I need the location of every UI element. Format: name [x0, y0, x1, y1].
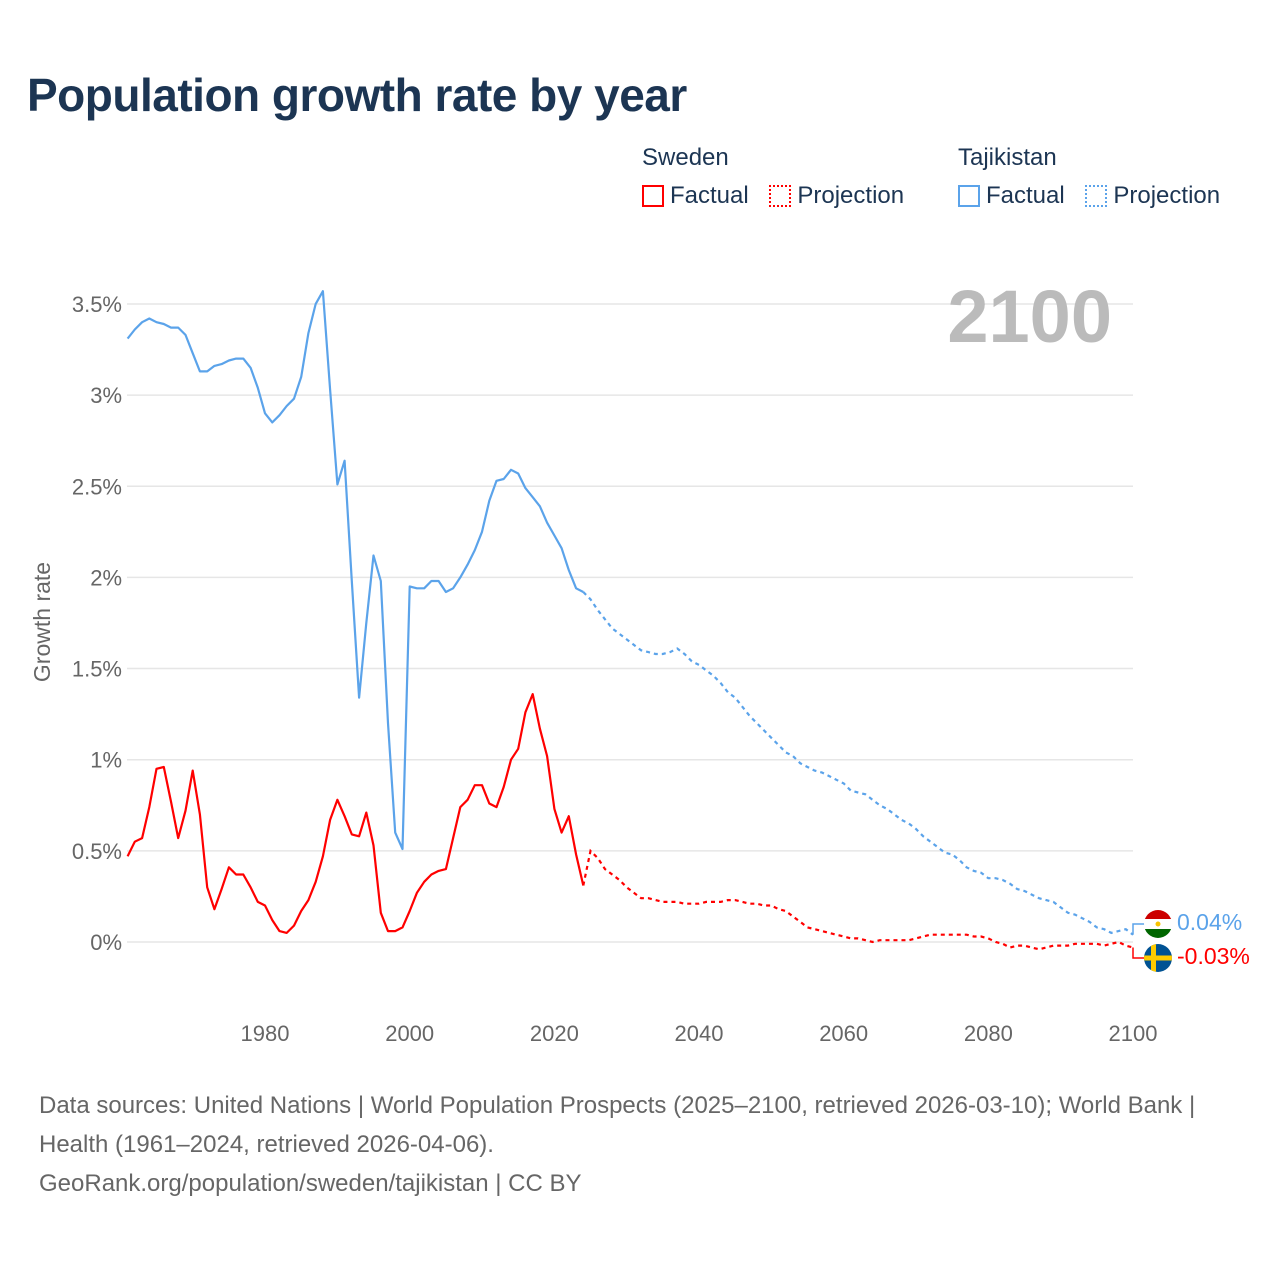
y-tick-label: 3.5% [72, 292, 122, 317]
legend-sweden-projection[interactable]: Projection [769, 182, 904, 210]
y-tick-label: 2.5% [72, 474, 122, 499]
legend-label: Factual [670, 182, 749, 209]
tajikistan-label-connector [1132, 923, 1146, 935]
legend-label: Projection [797, 182, 905, 209]
legend-swatch-dotted [1085, 185, 1108, 207]
legend-sweden-name: Sweden [642, 144, 729, 171]
chart-title: Population growth rate by year [27, 69, 687, 121]
source-link[interactable]: GeoRank.org/population/sweden/tajikistan… [39, 1170, 582, 1197]
x-tick-label: 2100 [1109, 1021, 1158, 1046]
sweden-end-label: -0.03% [1177, 943, 1250, 969]
y-tick-label: 0% [90, 930, 122, 955]
sweden-projection-line [582, 848, 1134, 951]
legend-tajikistan-projection[interactable]: Projection [1085, 182, 1220, 210]
x-tick-label: 1980 [241, 1021, 290, 1046]
legend-tajikistan-name: Tajikistan [958, 144, 1057, 171]
x-tick-label: 2000 [385, 1021, 434, 1046]
legend-sweden-factual[interactable]: Factual [642, 182, 749, 210]
legend-sweden: Sweden Factual Projection [642, 144, 918, 214]
y-tick-label: 0.5% [72, 839, 122, 864]
sweden-flag-icon [1144, 944, 1172, 972]
data-sources: Data sources: United Nations | World Pop… [39, 1092, 1196, 1158]
y-tick-label: 1% [90, 748, 122, 773]
legend-swatch-solid [958, 185, 980, 207]
footer: Data sources: United Nations | World Pop… [39, 1086, 1239, 1203]
x-tick-label: 2060 [819, 1021, 868, 1046]
x-tick-label: 2080 [964, 1021, 1013, 1046]
sweden-label-connector [1132, 947, 1146, 959]
year-display: 2100 [947, 275, 1112, 358]
y-tick-label: 2% [90, 565, 122, 590]
x-tick-label: 2020 [530, 1021, 579, 1046]
legend-label: Projection [1113, 182, 1221, 209]
legend-tajikistan-factual[interactable]: Factual [958, 182, 1065, 210]
y-axis-label: Growth rate [29, 562, 55, 682]
tajikistan-factual-line [126, 290, 584, 851]
sweden-factual-line [126, 693, 585, 934]
tajikistan-flag-icon [1144, 910, 1172, 938]
tajikistan-end-label: 0.04% [1177, 909, 1242, 935]
legend-swatch-dotted [769, 185, 792, 207]
tajikistan-projection-line [582, 591, 1134, 936]
y-tick-label: 3% [90, 383, 122, 408]
legend-swatch-solid [642, 185, 664, 207]
legend-tajikistan: Tajikistan Factual Projection [958, 144, 1234, 214]
y-tick-label: 1.5% [72, 657, 122, 682]
x-tick-label: 2040 [675, 1021, 724, 1046]
legend-label: Factual [986, 182, 1065, 209]
